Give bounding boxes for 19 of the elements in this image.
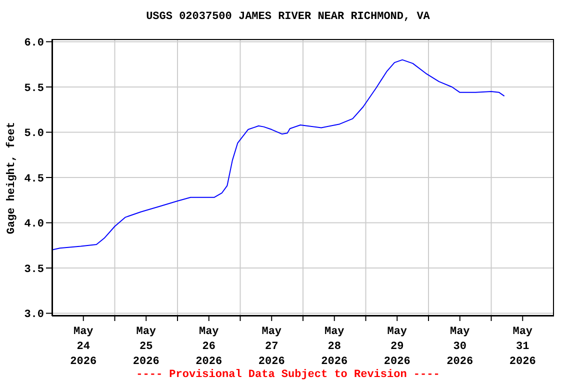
y-tick-label: 3.0 (24, 309, 44, 322)
x-tick-label: May 27 2026 (258, 326, 285, 368)
x-tick-label: May 31 2026 (509, 326, 536, 368)
y-tick-label: 5.0 (24, 128, 44, 140)
x-tick-label: May 25 2026 (132, 326, 160, 368)
y-tick-label: 5.5 (24, 82, 44, 95)
y-tick-label: 4.5 (24, 173, 44, 186)
x-tick-label: May 30 2026 (446, 326, 474, 368)
text: ---- Provisional Data Subject to Revision ---- (135, 369, 441, 381)
x-tick-label: May 26 2026 (196, 326, 222, 368)
chart-title: USGS 02037500 JAMES RIVER NEAR RICHMOND, VA (145, 11, 431, 23)
y-tick-label: 3.5 (24, 264, 44, 276)
x-tick-label: May 24 2026 (70, 326, 97, 368)
x-tick-label: May 29 2026 (384, 326, 410, 368)
x-tick-label: May 28 2026 (321, 326, 348, 368)
y-tick-label: 6.0 (24, 38, 44, 50)
y-tick-label: 4.0 (24, 218, 44, 231)
line-series (52, 59, 505, 250)
y-axis-title: Gage height, feet (6, 121, 18, 234)
